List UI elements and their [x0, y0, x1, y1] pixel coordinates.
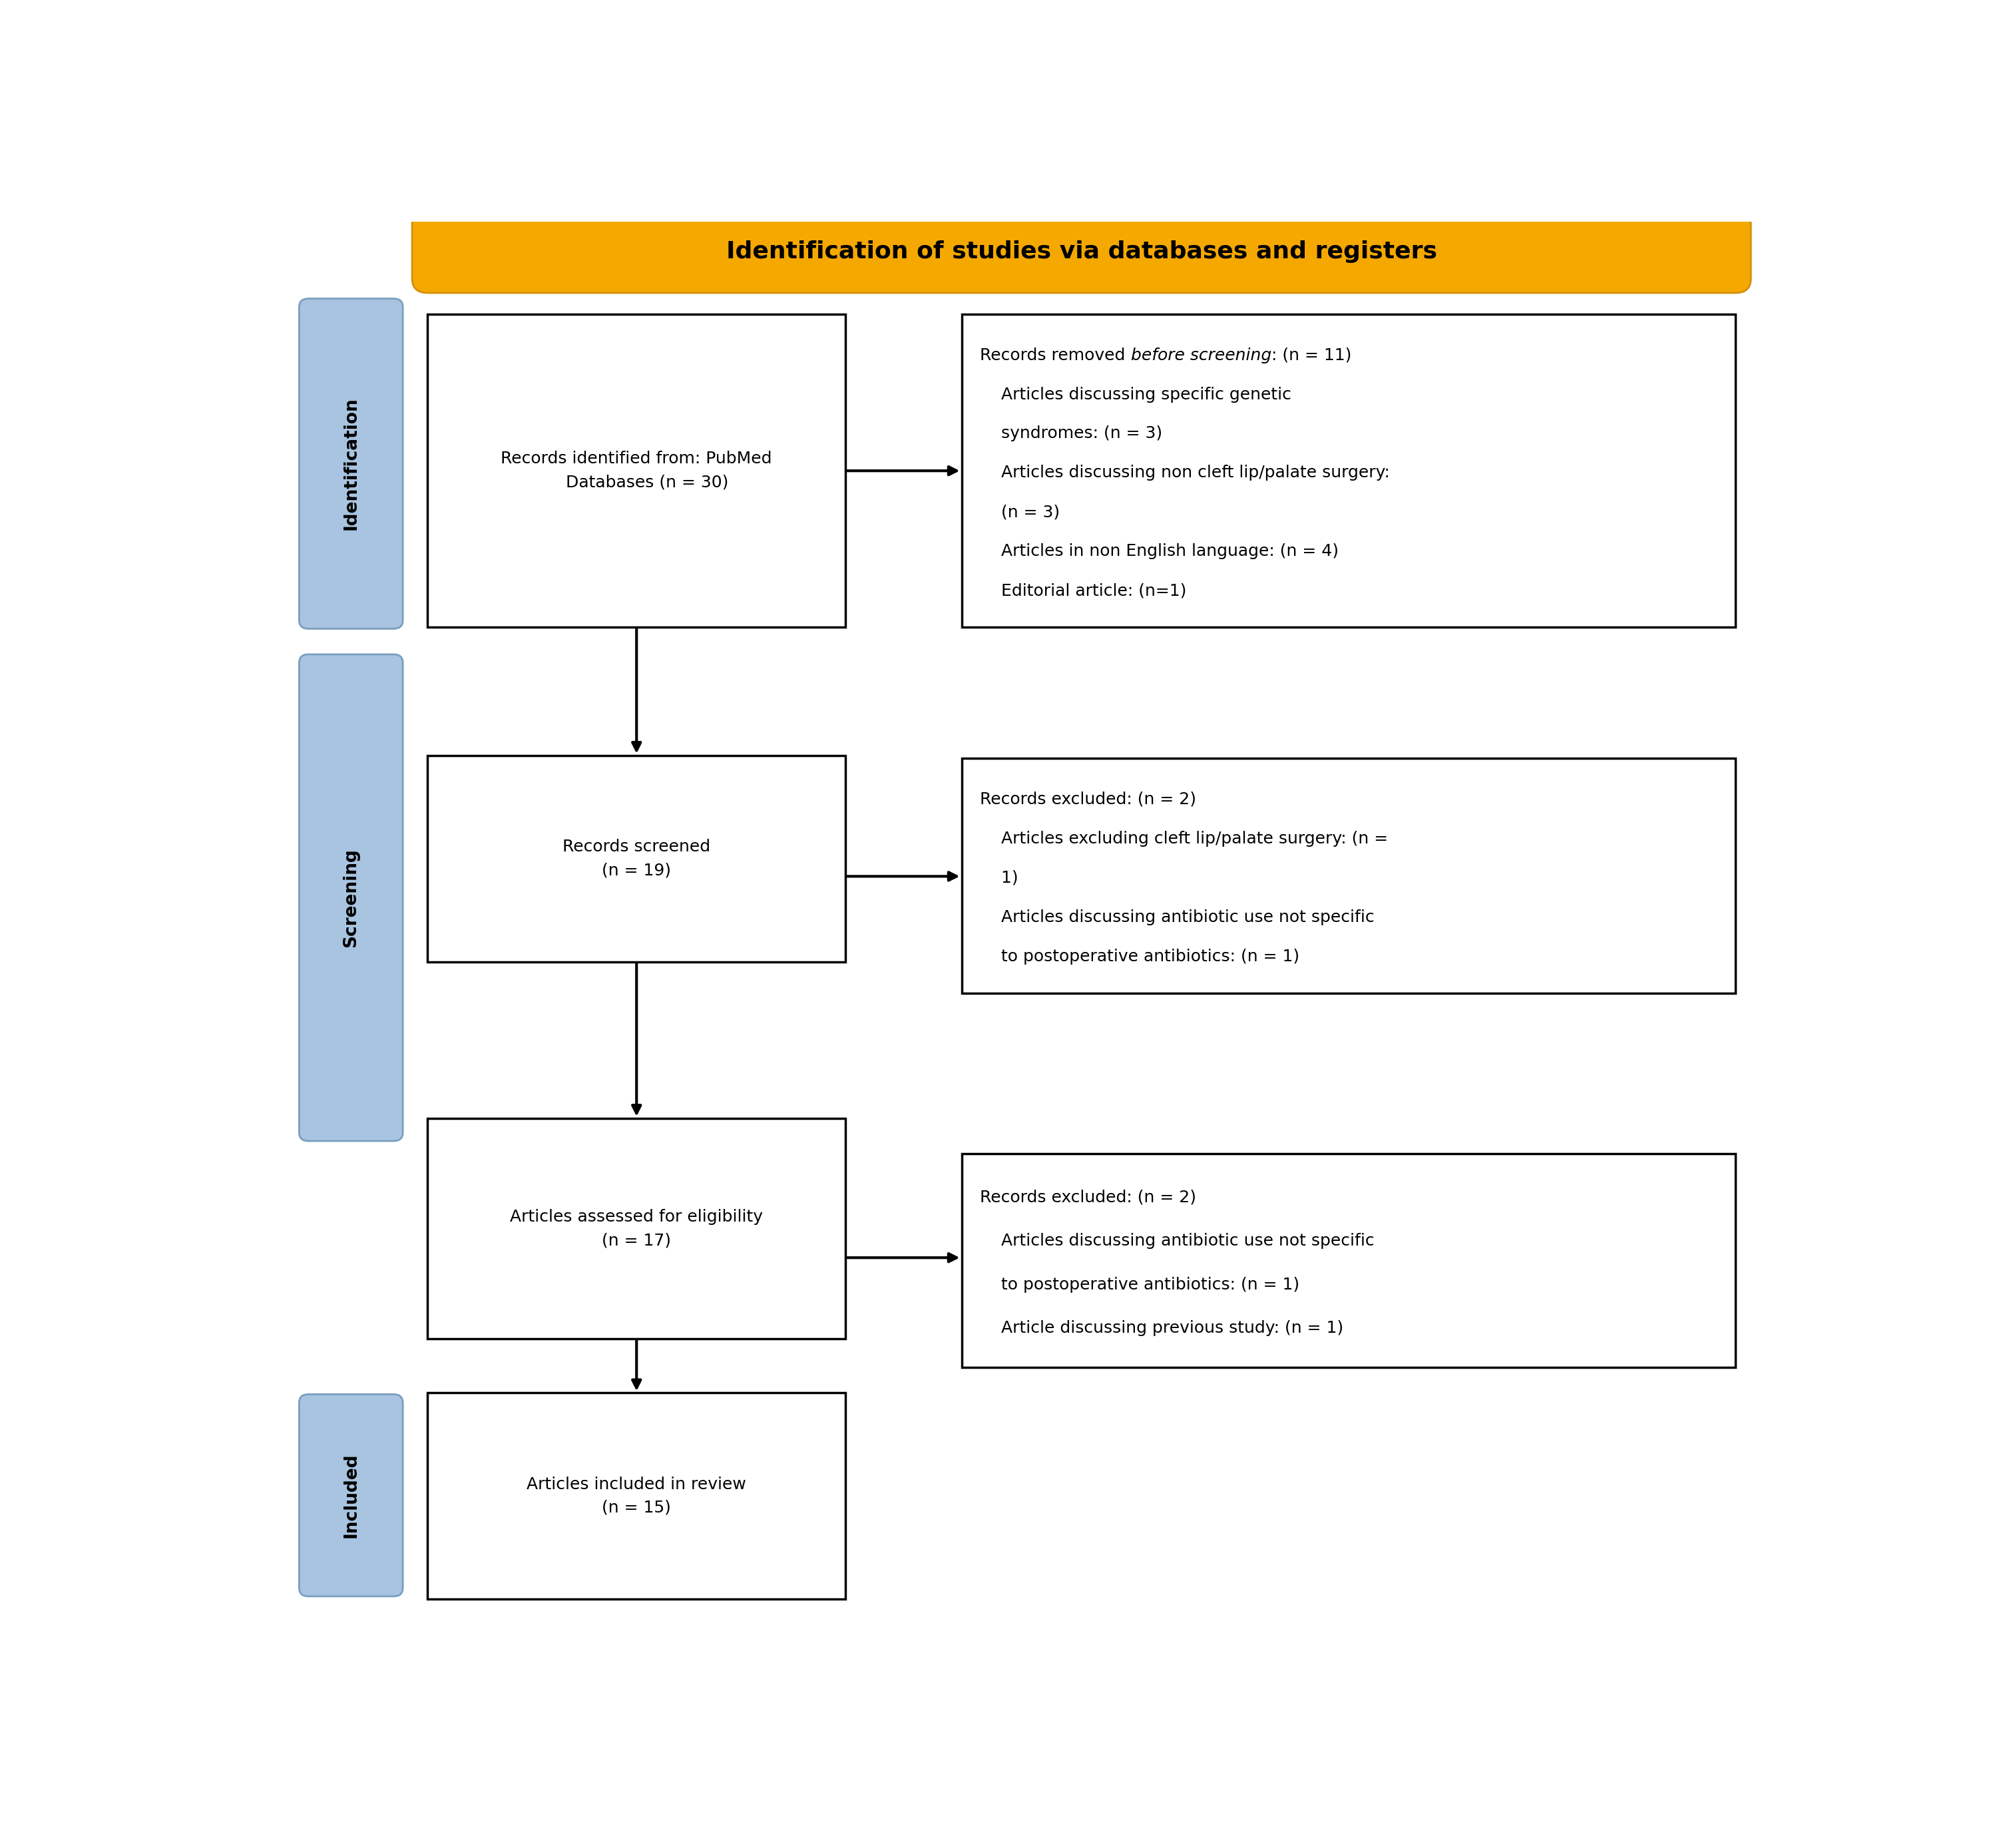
Text: Records excluded: (n = 2): Records excluded: (n = 2) — [981, 791, 1196, 808]
Text: before screening: before screening — [1130, 347, 1272, 364]
FancyBboxPatch shape — [427, 756, 845, 961]
Text: Articles discussing non cleft lip/palate surgery:: Articles discussing non cleft lip/palate… — [981, 466, 1390, 480]
Text: Articles included in review
(n = 15): Articles included in review (n = 15) — [527, 1477, 747, 1515]
Text: Records screened
(n = 19): Records screened (n = 19) — [563, 839, 711, 878]
Text: Articles discussing specific genetic: Articles discussing specific genetic — [981, 386, 1292, 403]
Text: Articles discussing antibiotic use not specific: Articles discussing antibiotic use not s… — [981, 1233, 1374, 1249]
FancyBboxPatch shape — [963, 1153, 1735, 1368]
FancyBboxPatch shape — [300, 299, 403, 628]
Text: 1): 1) — [981, 870, 1018, 885]
Text: Articles assessed for eligibility
(n = 17): Articles assessed for eligibility (n = 1… — [509, 1209, 763, 1247]
Text: Articles discussing antibiotic use not specific: Articles discussing antibiotic use not s… — [981, 909, 1374, 926]
Text: Articles in non English language: (n = 4): Articles in non English language: (n = 4… — [981, 543, 1338, 560]
Text: (n = 3): (n = 3) — [981, 505, 1060, 519]
Text: Records excluded: (n = 2): Records excluded: (n = 2) — [981, 1188, 1196, 1205]
Text: Editorial article: (n=1): Editorial article: (n=1) — [981, 582, 1186, 599]
Text: Articles excluding cleft lip/palate surgery: (n =: Articles excluding cleft lip/palate surg… — [981, 830, 1388, 846]
Text: to postoperative antibiotics: (n = 1): to postoperative antibiotics: (n = 1) — [981, 1277, 1300, 1292]
FancyBboxPatch shape — [963, 758, 1735, 992]
Text: Identification of studies via databases and registers: Identification of studies via databases … — [727, 240, 1438, 262]
Text: Included: Included — [341, 1453, 359, 1538]
Text: Records identified from: PubMed
    Databases (n = 30): Records identified from: PubMed Database… — [501, 451, 773, 490]
FancyBboxPatch shape — [427, 1118, 845, 1338]
FancyBboxPatch shape — [300, 1393, 403, 1597]
Text: Records removed: Records removed — [981, 347, 1130, 364]
FancyBboxPatch shape — [427, 314, 845, 626]
FancyBboxPatch shape — [300, 654, 403, 1140]
Text: Screening: Screening — [341, 848, 359, 948]
Text: : (n = 11): : (n = 11) — [1272, 347, 1352, 364]
Text: Article discussing previous study: (n = 1): Article discussing previous study: (n = … — [981, 1319, 1344, 1336]
FancyBboxPatch shape — [963, 314, 1735, 626]
Text: syndromes: (n = 3): syndromes: (n = 3) — [981, 425, 1162, 442]
FancyBboxPatch shape — [411, 211, 1751, 294]
Text: to postoperative antibiotics: (n = 1): to postoperative antibiotics: (n = 1) — [981, 948, 1300, 965]
Text: Identification: Identification — [341, 397, 359, 530]
FancyBboxPatch shape — [427, 1393, 845, 1599]
